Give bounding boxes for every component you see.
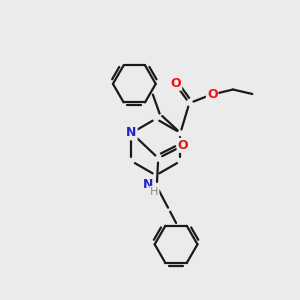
Text: N: N bbox=[143, 178, 154, 191]
Text: O: O bbox=[178, 139, 188, 152]
Text: N: N bbox=[126, 126, 137, 140]
Text: H: H bbox=[150, 187, 159, 197]
Text: O: O bbox=[207, 88, 217, 101]
Text: O: O bbox=[171, 77, 181, 90]
